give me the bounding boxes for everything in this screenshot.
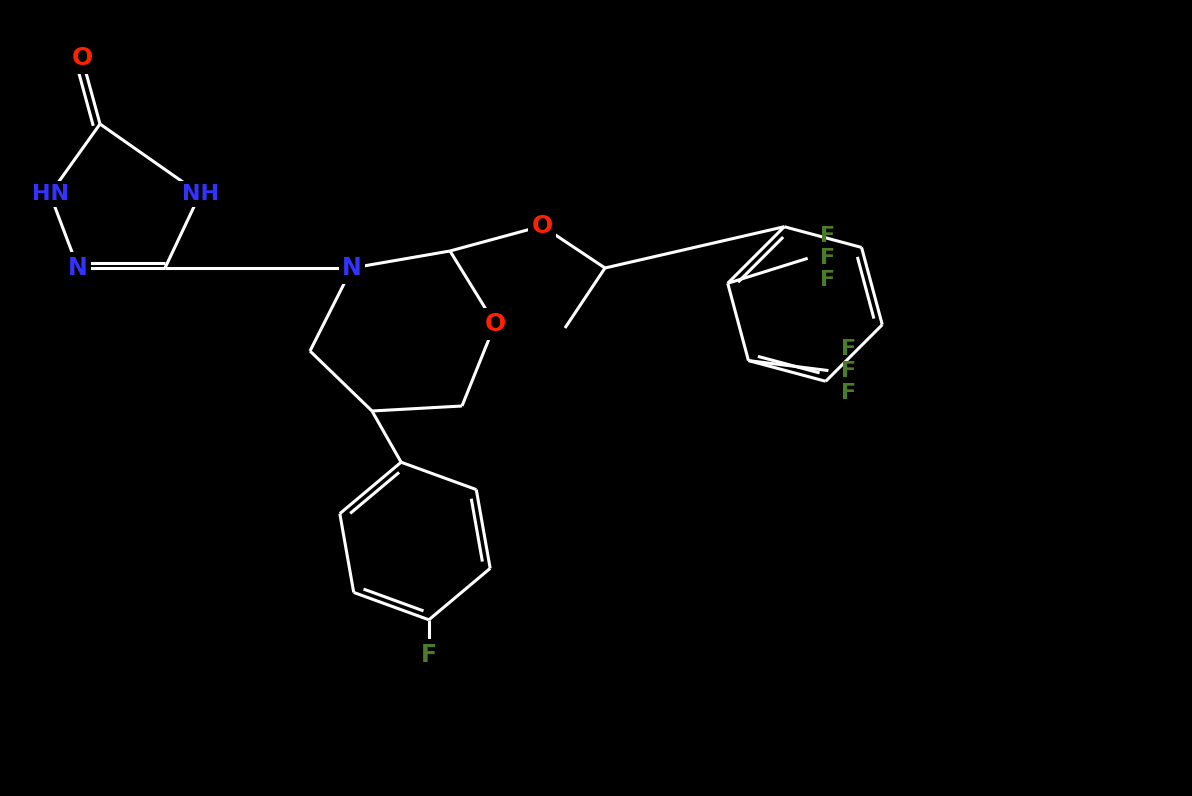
Text: N: N <box>342 256 362 280</box>
Text: O: O <box>484 312 505 336</box>
Text: F: F <box>820 226 836 246</box>
Text: O: O <box>72 46 93 70</box>
Text: F: F <box>820 271 836 291</box>
Text: F: F <box>820 248 836 268</box>
Text: N: N <box>68 256 88 280</box>
Text: NH: NH <box>181 184 218 204</box>
Text: HN: HN <box>31 184 68 204</box>
Text: F: F <box>840 383 856 403</box>
Text: O: O <box>532 214 553 238</box>
Text: F: F <box>421 643 437 667</box>
Text: F: F <box>840 338 856 358</box>
Text: F: F <box>840 361 856 380</box>
